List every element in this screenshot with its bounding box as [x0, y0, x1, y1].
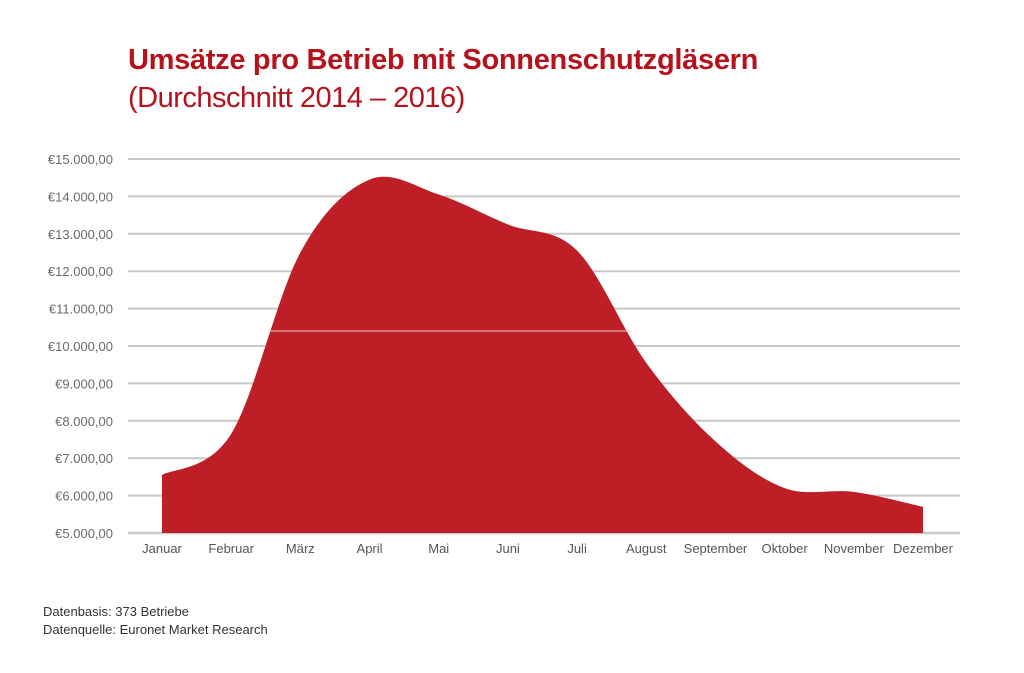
x-tick-label: Oktober	[762, 541, 809, 556]
footer-data-basis: Datenbasis: 373 Betriebe	[43, 604, 189, 619]
y-tick-label: €13.000,00	[48, 227, 113, 242]
footer-data-source: Datenquelle: Euronet Market Research	[43, 622, 268, 637]
x-tick-label: November	[824, 541, 885, 556]
x-tick-label: September	[684, 541, 748, 556]
x-tick-label: August	[626, 541, 667, 556]
y-tick-label: €9.000,00	[55, 376, 113, 391]
chart-title: Umsätze pro Betrieb mit Sonnenschutzgläs…	[128, 44, 759, 76]
x-tick-label: März	[286, 541, 315, 556]
y-tick-label: €8.000,00	[55, 414, 113, 429]
x-tick-label: Juni	[496, 541, 520, 556]
area-series	[162, 176, 923, 533]
y-tick-label: €5.000,00	[55, 526, 113, 541]
x-tick-label: Mai	[428, 541, 449, 556]
chart-subtitle: (Durchschnitt 2014 – 2016)	[128, 82, 465, 114]
y-axis: €5.000,00 €6.000,00 €7.000,00 €8.000,00 €9.0…	[48, 152, 113, 541]
x-tick-label: Februar	[208, 541, 254, 556]
y-tick-label: €6.000,00	[55, 489, 113, 504]
y-tick-label: €12.000,00	[48, 264, 113, 279]
y-tick-label: €10.000,00	[48, 339, 113, 354]
x-axis: Januar Februar März April Mai Juni Juli August S…	[142, 541, 954, 556]
x-tick-label: Januar	[142, 541, 182, 556]
x-tick-label: April	[357, 541, 383, 556]
y-tick-label: €7.000,00	[55, 451, 113, 466]
y-tick-label: €14.000,00	[48, 189, 113, 204]
y-tick-label: €15.000,00	[48, 152, 113, 167]
y-tick-label: €11.000,00	[49, 302, 113, 317]
area-fill	[162, 176, 923, 533]
x-tick-label: Juli	[567, 541, 587, 556]
x-tick-label: Dezember	[893, 541, 954, 556]
